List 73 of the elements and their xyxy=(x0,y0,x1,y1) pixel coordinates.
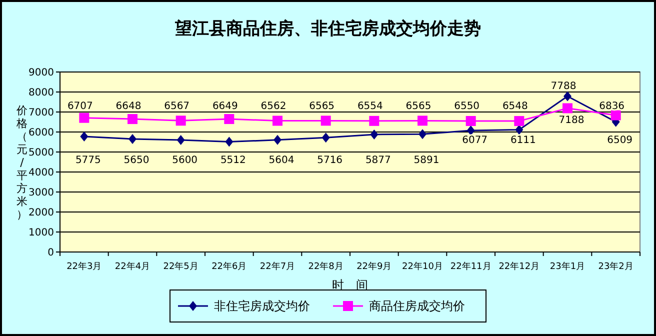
legend-label: 非住宅房成交均价 xyxy=(214,299,310,314)
data-label: 6649 xyxy=(212,101,238,112)
point xyxy=(610,110,621,120)
y-tick-label: 2000 xyxy=(28,208,54,218)
point xyxy=(128,114,138,124)
point xyxy=(176,135,185,145)
data-label: 7788 xyxy=(550,81,576,92)
point xyxy=(418,129,426,140)
data-label: 6565 xyxy=(406,101,432,112)
data-label: 6707 xyxy=(67,101,93,112)
x-tick-label: 22年7月 xyxy=(260,261,296,272)
x-tick-label: 22年11月 xyxy=(450,261,492,272)
point xyxy=(272,116,282,126)
data-label: 6648 xyxy=(116,101,142,112)
point xyxy=(320,116,331,126)
point xyxy=(80,132,88,142)
y-tick-label: 7000 xyxy=(28,108,54,118)
data-label: 6077 xyxy=(462,135,488,146)
x-tick-label: 22年9月 xyxy=(356,261,392,272)
data-label: 7188 xyxy=(558,115,584,126)
x-tick-label: 22年6月 xyxy=(212,261,247,272)
point xyxy=(79,112,90,123)
text: 价格（元/平方米） xyxy=(16,104,28,221)
point xyxy=(564,91,572,102)
data-label: 5650 xyxy=(124,155,150,166)
point xyxy=(176,116,186,126)
point xyxy=(514,116,524,126)
y-tick-label: 0 xyxy=(48,248,54,258)
data-label: 6554 xyxy=(357,101,383,112)
x-tick-label: 23年1月 xyxy=(550,261,586,272)
legend-label: 商品住房成交均价 xyxy=(369,299,465,314)
y-tick-label: 6000 xyxy=(28,128,54,138)
y-tick-label: 1000 xyxy=(28,228,54,238)
y-tick-label: 5000 xyxy=(28,148,54,158)
point xyxy=(322,132,330,143)
point xyxy=(466,125,475,136)
data-label: 6836 xyxy=(599,101,625,112)
data-label: 5891 xyxy=(414,155,440,166)
x-tick-label: 22年3月 xyxy=(66,261,102,272)
data-label: 6548 xyxy=(502,101,528,112)
data-label: 5716 xyxy=(317,155,343,166)
point xyxy=(418,116,428,126)
y-tick-label: 4000 xyxy=(28,168,54,178)
point xyxy=(370,129,378,140)
point xyxy=(369,116,380,126)
data-label: 5604 xyxy=(268,155,294,166)
data-label: 6565 xyxy=(309,101,335,112)
point xyxy=(562,103,572,114)
point xyxy=(128,134,136,144)
y-tick-label: 9000 xyxy=(28,68,54,78)
point xyxy=(466,116,476,126)
data-label: 5512 xyxy=(220,155,246,166)
data-label: 5775 xyxy=(75,155,101,166)
point xyxy=(274,134,282,145)
chart-title: 望江县商品住房、非住宅房成交均价走势 xyxy=(174,19,481,39)
data-label: 6562 xyxy=(260,101,286,112)
data-label: 5877 xyxy=(365,155,391,166)
x-tick-label: 22年12月 xyxy=(498,261,540,272)
data-label: 6111 xyxy=(510,135,536,146)
point xyxy=(515,124,524,135)
data-label: 6567 xyxy=(164,101,190,112)
x-tick-label: 22年8月 xyxy=(308,261,344,272)
x-tick-label: 22年5月 xyxy=(163,261,198,272)
point xyxy=(225,136,234,147)
data-label: 5600 xyxy=(172,155,198,166)
point xyxy=(224,114,234,124)
data-label: 6509 xyxy=(607,135,633,146)
x-tick-label: 22年4月 xyxy=(114,261,150,272)
x-tick-label: 23年2月 xyxy=(598,261,634,272)
data-label: 6550 xyxy=(454,101,480,112)
y-tick-label: 8000 xyxy=(28,88,54,98)
x-tick-label: 22年10月 xyxy=(402,261,443,272)
y-tick-label: 3000 xyxy=(28,188,54,198)
